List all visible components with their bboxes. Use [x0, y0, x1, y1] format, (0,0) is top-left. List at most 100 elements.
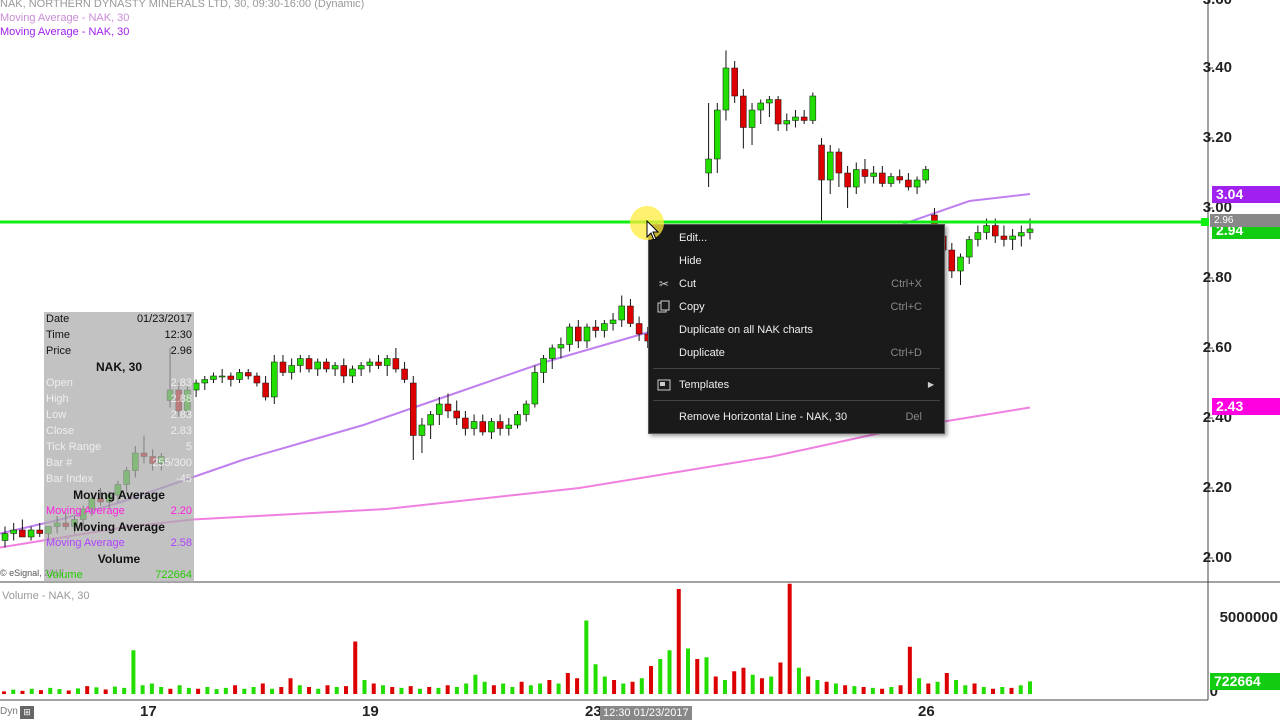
candle-body [714, 109, 721, 160]
volume-bar [880, 688, 885, 694]
candle-body [853, 169, 860, 188]
volume-bar [852, 686, 857, 694]
volume-bar [159, 687, 164, 694]
volume-bar [833, 683, 838, 694]
dw-price-label: Price [46, 345, 72, 357]
candle-body [818, 144, 825, 181]
volume-bar [843, 685, 848, 694]
volume-bar [38, 690, 43, 694]
candle-body [722, 67, 730, 111]
volume-bar [815, 680, 820, 694]
volume-bar [584, 620, 589, 694]
horizontal-line-handle [1201, 218, 1209, 226]
dw-symbol: NAK, 30 [95, 360, 142, 374]
menu-item-templates[interactable]: Templates ▶ [649, 374, 944, 396]
volume-bar [806, 676, 811, 694]
volume-bar [759, 678, 764, 694]
volume-bar [307, 687, 312, 694]
candle-body [314, 361, 321, 370]
menu-item-shortcut: Ctrl+X [891, 278, 922, 290]
volume-bar [639, 678, 644, 694]
candle-body [453, 410, 460, 419]
menu-item-label: Edit... [679, 232, 708, 244]
volume-bar [362, 680, 367, 694]
candle-body [271, 361, 278, 398]
volume-bar [316, 688, 321, 694]
volume-bar [122, 687, 127, 694]
dw-time-label: Time [46, 329, 71, 341]
dw-volume-title: Volume [97, 552, 141, 566]
menu-item-cut[interactable]: ✂ Cut Ctrl+X [649, 273, 944, 295]
volume-pane-title[interactable]: Volume - NAK, 30 [2, 590, 90, 602]
menu-item-label: Duplicate on all NAK charts [679, 324, 813, 336]
ma-slow-badge: 2.43 [1212, 398, 1280, 415]
menu-item-duplicate[interactable]: Duplicate Ctrl+D [649, 342, 944, 364]
chart-title: NAK, NORTHERN DYNASTY MINERALS LTD, 30, … [0, 0, 365, 10]
data-window[interactable]: Date 01/23/2017 Time 12:30 Price 2.96 NAK, … [44, 312, 194, 582]
menu-item-remove-hline[interactable]: Remove Horizontal Line - NAK, 30 Del [649, 406, 944, 428]
candle-body [809, 95, 817, 121]
volume-bar [981, 687, 986, 694]
x-axis-corner-label: Dyn [0, 706, 18, 717]
volume-bar [371, 683, 376, 694]
candle-body [948, 249, 956, 272]
candle-body [236, 372, 243, 380]
price-axis-label: 3.40 [1202, 59, 1232, 76]
menu-separator [653, 368, 940, 369]
menu-item-label: Copy [679, 301, 705, 313]
menu-item-label: Remove Horizontal Line - NAK, 30 [679, 411, 848, 423]
volume-bar [260, 683, 265, 694]
volume-bar [297, 685, 302, 694]
volume-bar [935, 681, 940, 694]
candle-body [844, 172, 851, 188]
candle-body [297, 358, 304, 366]
x-axis-label: 23 [585, 703, 602, 720]
candle-body [740, 95, 747, 128]
volume-bar [732, 671, 737, 694]
volume-bar [270, 688, 275, 694]
menu-item-duplicate-all[interactable]: Duplicate on all NAK charts [649, 319, 944, 341]
x-axis-label: 19 [362, 703, 379, 720]
volume-last-badge: 722664 [1210, 673, 1280, 690]
volume-bar [528, 685, 533, 694]
candle-body [957, 256, 964, 272]
menu-item-edit[interactable]: Edit... [649, 227, 944, 249]
dw-tickrange-label: Tick Range [46, 441, 102, 453]
candle-body [479, 421, 487, 433]
volume-bar [57, 689, 62, 694]
candle-body [627, 305, 634, 324]
volume-bar [769, 676, 774, 694]
dw-ma1-value: 2.20 [170, 505, 192, 517]
candle-body [401, 368, 408, 380]
volume-bar [861, 687, 866, 694]
candle-body [436, 403, 443, 415]
study-label-ma-1[interactable]: Moving Average - NAK, 30 [0, 12, 130, 24]
menu-item-hide[interactable]: Hide [649, 250, 944, 272]
volume-bar [29, 688, 34, 694]
candle-body [870, 172, 877, 177]
volume-bar [1009, 687, 1014, 694]
menu-item-copy[interactable]: Copy Ctrl+C [649, 296, 944, 318]
volume-bar [445, 685, 450, 694]
link-icon[interactable]: ⊞ [20, 706, 34, 719]
volume-axis-label: 5000000 [1219, 609, 1278, 626]
volume-bar [787, 583, 792, 694]
volume-bar [214, 689, 219, 694]
volume-bar [870, 687, 875, 694]
candle-body [566, 326, 573, 345]
volume-bar [621, 683, 626, 694]
volume-bar [75, 688, 80, 694]
dw-ma-title-1: Moving Average [73, 488, 165, 502]
volume-bar [417, 688, 422, 694]
dw-close-value: 2.83 [170, 425, 192, 437]
candle-body [244, 372, 252, 377]
volume-bar [48, 687, 53, 694]
context-menu[interactable]: Edit... Hide ✂ Cut Ctrl+X Copy Ctrl+C Du… [648, 224, 945, 434]
volume-bar [390, 687, 395, 694]
candle-body [496, 421, 504, 429]
volume-bar [112, 686, 117, 694]
volume-bar [399, 687, 404, 694]
study-label-ma-2[interactable]: Moving Average - NAK, 30 [0, 26, 130, 38]
candle-body [19, 529, 26, 538]
candle-body [835, 151, 843, 174]
